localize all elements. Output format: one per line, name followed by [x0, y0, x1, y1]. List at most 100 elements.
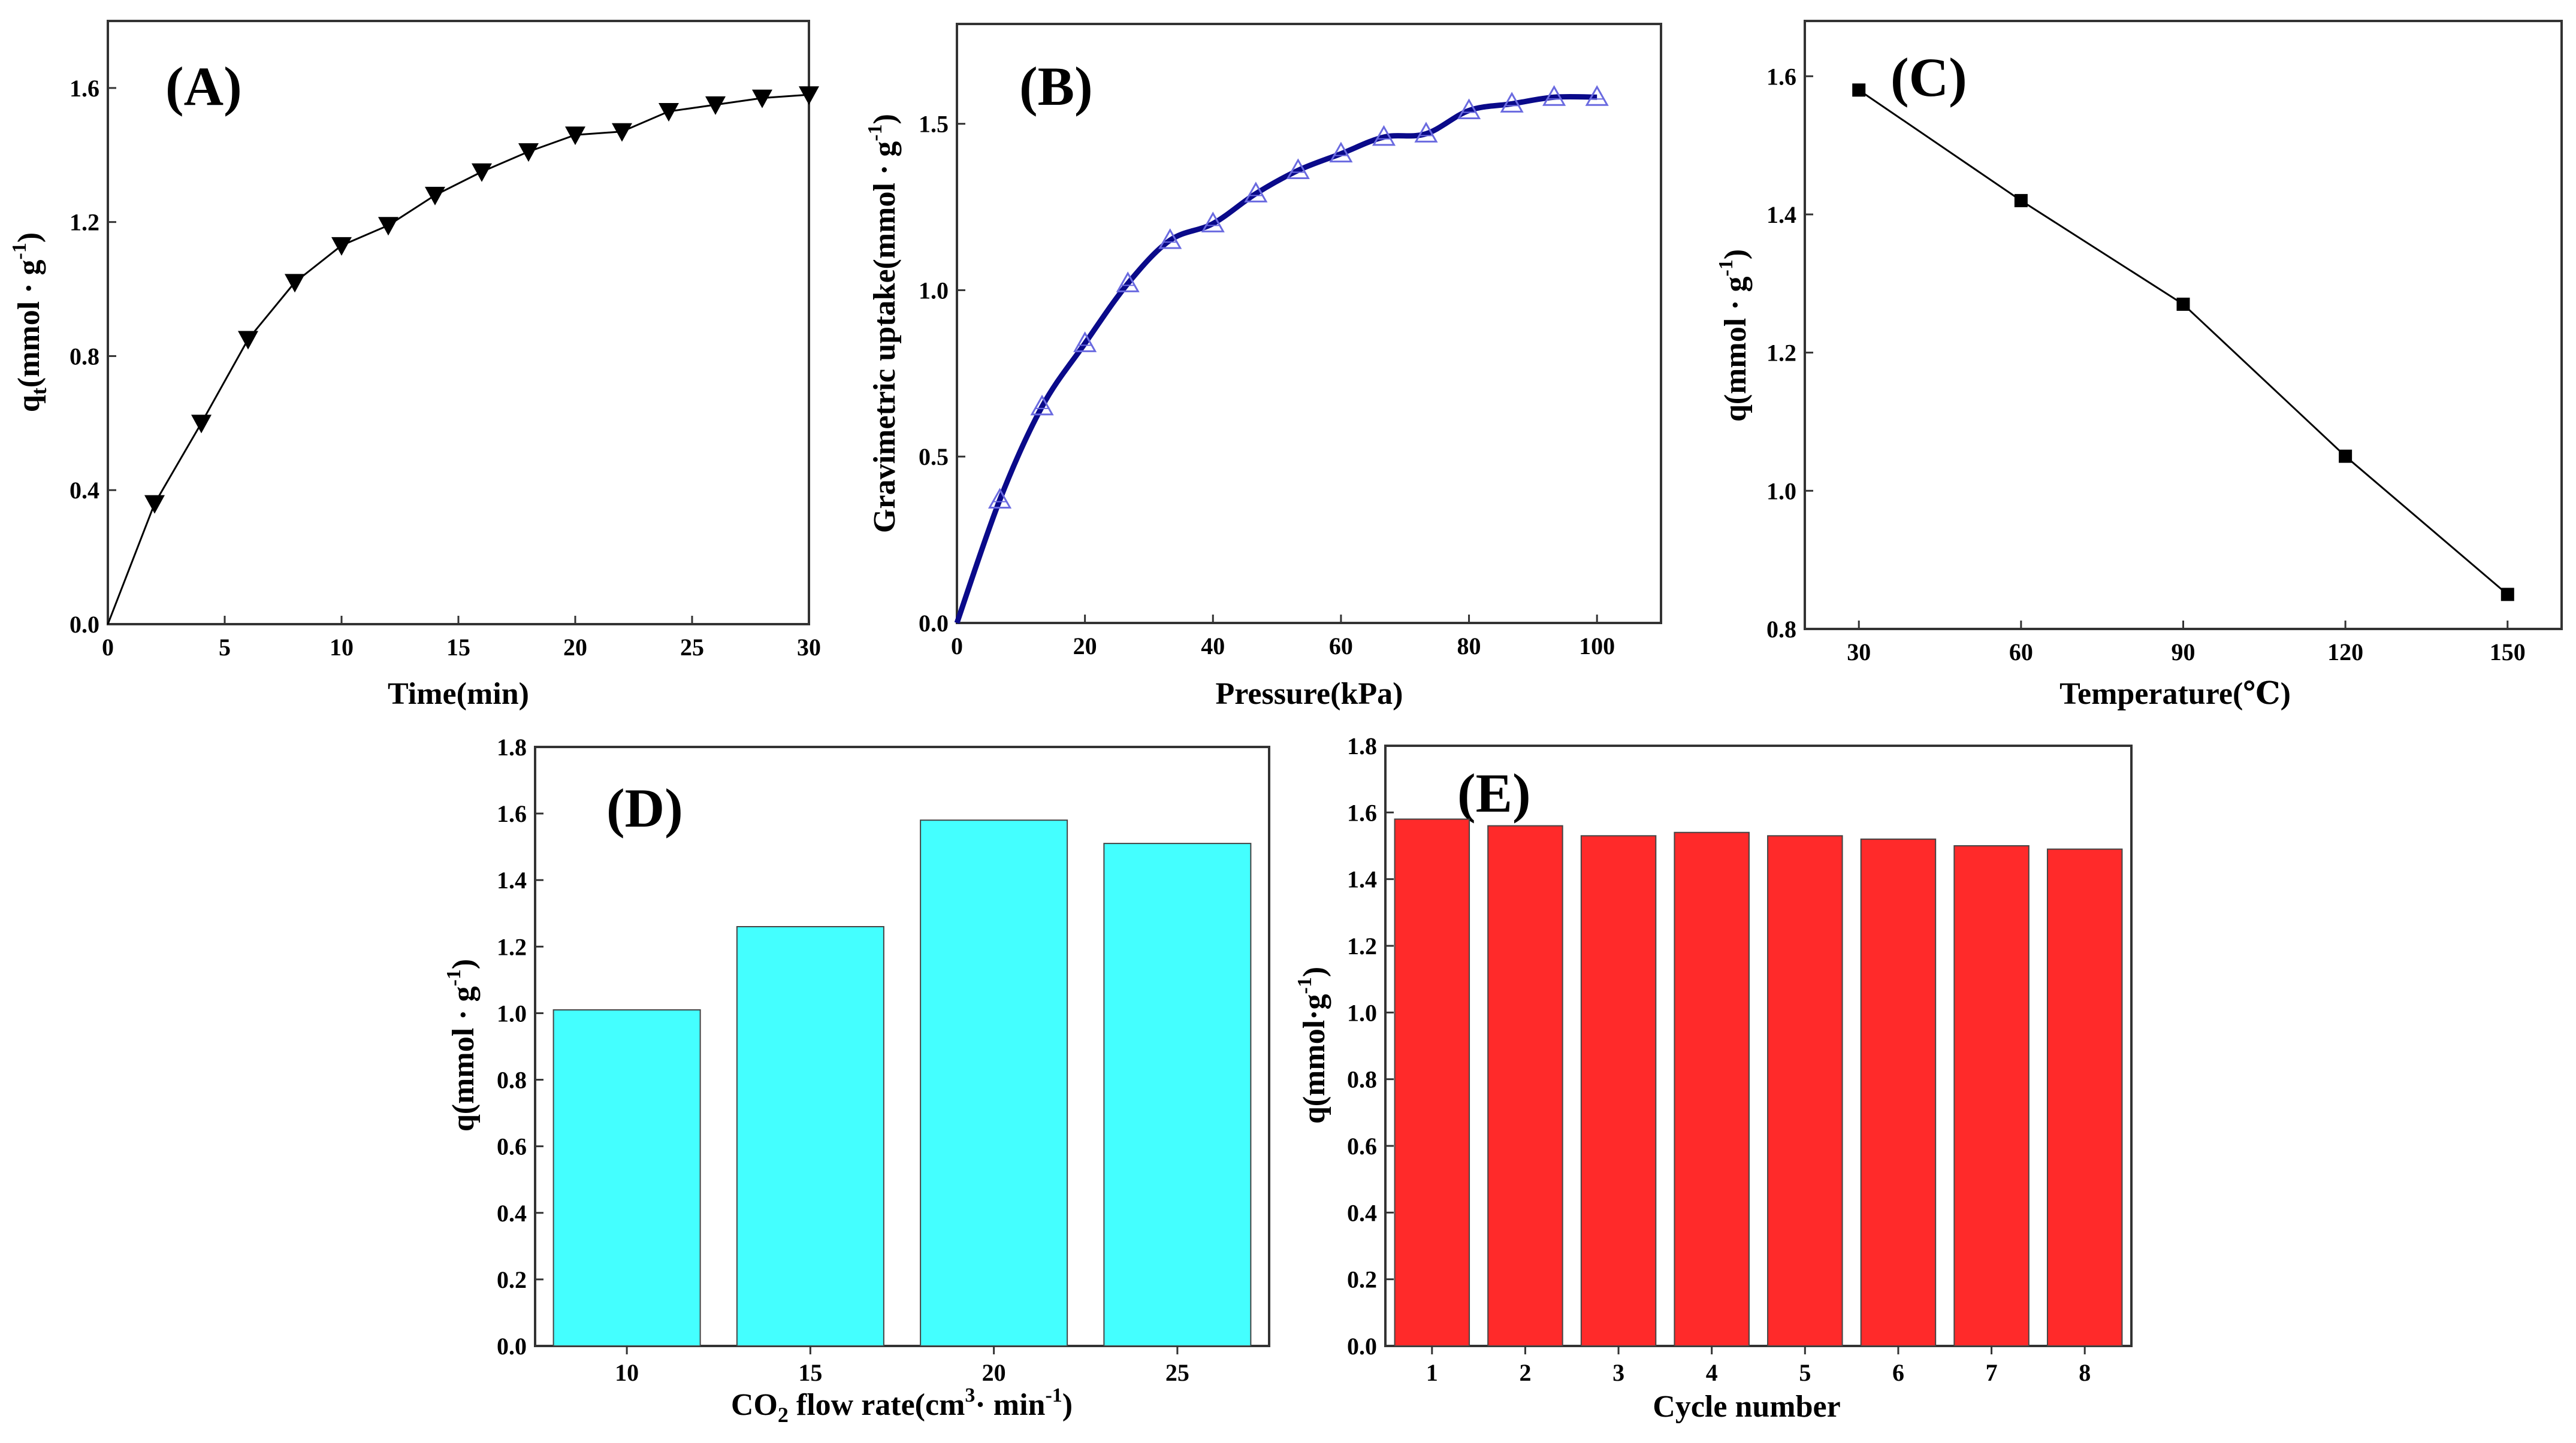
data-point — [1244, 181, 1268, 202]
y-tick-label: 0.8 — [1347, 1066, 1377, 1093]
y-tick-label: 0.2 — [497, 1266, 527, 1293]
series-line — [954, 93, 1597, 624]
x-tick-label: 5 — [219, 634, 231, 661]
panel-e-ylabel: q(mmol·g-1) — [1294, 967, 1331, 1124]
x-tick-label: 25 — [680, 634, 704, 661]
data-point — [1073, 331, 1097, 352]
y-tick-label: 0.0 — [497, 1333, 527, 1360]
y-tick-label: 1.2 — [1766, 340, 1796, 367]
y-tick-label: 0.0 — [70, 611, 99, 638]
y-tick-label: 1.2 — [70, 209, 99, 236]
y-tick-label: 1.6 — [1766, 63, 1796, 90]
data-point — [331, 237, 352, 256]
panel-e-frame — [1384, 745, 2133, 1347]
data-point — [1542, 85, 1566, 106]
x-tick-label: 0 — [102, 634, 114, 661]
data-point — [285, 274, 305, 293]
data-point — [659, 103, 679, 122]
panel-e-xlabel: Cycle number — [1653, 1390, 1840, 1424]
data-point — [472, 163, 492, 182]
y-tick-label: 1.8 — [1347, 733, 1377, 760]
y-tick-label: 1.0 — [919, 277, 949, 304]
data-point — [705, 96, 726, 115]
data-point — [378, 217, 398, 236]
y-tick-label: 1.4 — [497, 867, 527, 894]
data-point — [612, 123, 632, 142]
bar — [1580, 835, 1657, 1347]
bar — [1860, 838, 1937, 1347]
y-tick-label: 1.0 — [1347, 999, 1377, 1026]
data-point — [565, 126, 585, 146]
x-tick-label: 60 — [2009, 639, 2033, 665]
panel-c-frame — [1804, 20, 2563, 630]
panel-e: (E) 0.0 0.2 0.4 0.6 0.8 1.0 1.2 1.4 1.6 1.8 1 2 3 4 5 6… — [1294, 733, 2133, 1424]
x-tick-label: 15 — [446, 634, 470, 661]
x-tick-label: 25 — [1165, 1359, 1189, 1386]
y-tick-label: 1.4 — [1766, 201, 1796, 228]
y-tick-label: 1.6 — [497, 800, 527, 827]
y-tick-label: 0.4 — [70, 477, 99, 504]
bar — [1674, 831, 1750, 1347]
data-point — [2014, 193, 2028, 207]
data-point — [1030, 394, 1054, 416]
data-point — [1585, 85, 1609, 106]
panel-b-ylabel: Gravimetric uptake(mmol · g-1) — [864, 114, 902, 533]
x-tick-label: 20 — [563, 634, 587, 661]
y-tick-label: 0.8 — [497, 1067, 527, 1094]
series-line — [1858, 89, 2508, 595]
panel-d-ylabel: q(mmol · g-1) — [443, 959, 481, 1132]
data-point — [2176, 297, 2190, 311]
data-point — [1414, 122, 1438, 143]
panel-a-label: (A) — [165, 56, 242, 117]
y-tick-label: 0.8 — [1766, 616, 1796, 643]
panel-b-frame — [956, 23, 1662, 624]
bar — [736, 926, 884, 1347]
data-point — [1500, 92, 1524, 113]
panel-b: (B) 0 20 40 60 80 100 0.0 0.5 1.0 1.5 Pressure(kP… — [864, 23, 1662, 711]
x-tick-label: 10 — [330, 634, 354, 661]
data-point — [1116, 271, 1140, 292]
panel-c-ylabel: q(mmol · g-1) — [1715, 249, 1753, 422]
data-point — [1457, 98, 1481, 119]
x-tick-label: 6 — [1892, 1359, 1904, 1386]
x-tick-label: 0 — [951, 633, 963, 660]
y-tick-label: 0.4 — [1347, 1199, 1377, 1226]
y-tick-label: 1.0 — [1766, 477, 1796, 504]
data-point — [238, 331, 258, 350]
x-tick-label: 10 — [615, 1359, 639, 1386]
data-point — [799, 86, 819, 105]
y-tick-label: 0.5 — [919, 443, 949, 470]
y-tick-label: 1.5 — [919, 111, 949, 138]
data-point — [1158, 228, 1182, 249]
panel-d-frame — [534, 746, 1270, 1347]
panel-d-xlabel: CO2 flow rate(cm3· min-1) — [731, 1384, 1073, 1427]
x-tick-label: 20 — [982, 1359, 1006, 1386]
data-point — [191, 415, 212, 434]
panel-c-xlabel: Temperature(℃) — [2059, 677, 2291, 711]
panel-a-ylabel: qt(mmol · g-1) — [8, 232, 51, 412]
y-tick-label: 0.8 — [70, 343, 99, 370]
bar — [552, 1009, 701, 1347]
data-point — [1372, 125, 1396, 146]
x-tick-label: 4 — [1706, 1359, 1718, 1386]
x-tick-label: 7 — [1986, 1359, 1998, 1386]
x-tick-label: 30 — [797, 634, 821, 661]
x-tick-label: 15 — [798, 1359, 822, 1386]
y-tick-label: 0.4 — [497, 1200, 527, 1227]
data-point — [1201, 211, 1225, 232]
panel-b-label: (B) — [1019, 56, 1093, 117]
y-tick-label: 1.4 — [1347, 866, 1377, 893]
bar — [1953, 845, 2030, 1347]
data-point — [1286, 158, 1310, 179]
bar — [2046, 848, 2123, 1347]
y-tick-label: 0.2 — [1347, 1266, 1377, 1293]
y-tick-label: 1.0 — [497, 1000, 527, 1027]
data-point — [2339, 449, 2352, 463]
y-tick-label: 1.6 — [1347, 799, 1377, 826]
y-tick-label: 1.8 — [497, 734, 527, 761]
data-point — [1329, 141, 1353, 163]
y-tick-label: 0.6 — [497, 1133, 527, 1160]
series-line — [107, 93, 810, 625]
y-tick-label: 0.0 — [919, 610, 949, 637]
